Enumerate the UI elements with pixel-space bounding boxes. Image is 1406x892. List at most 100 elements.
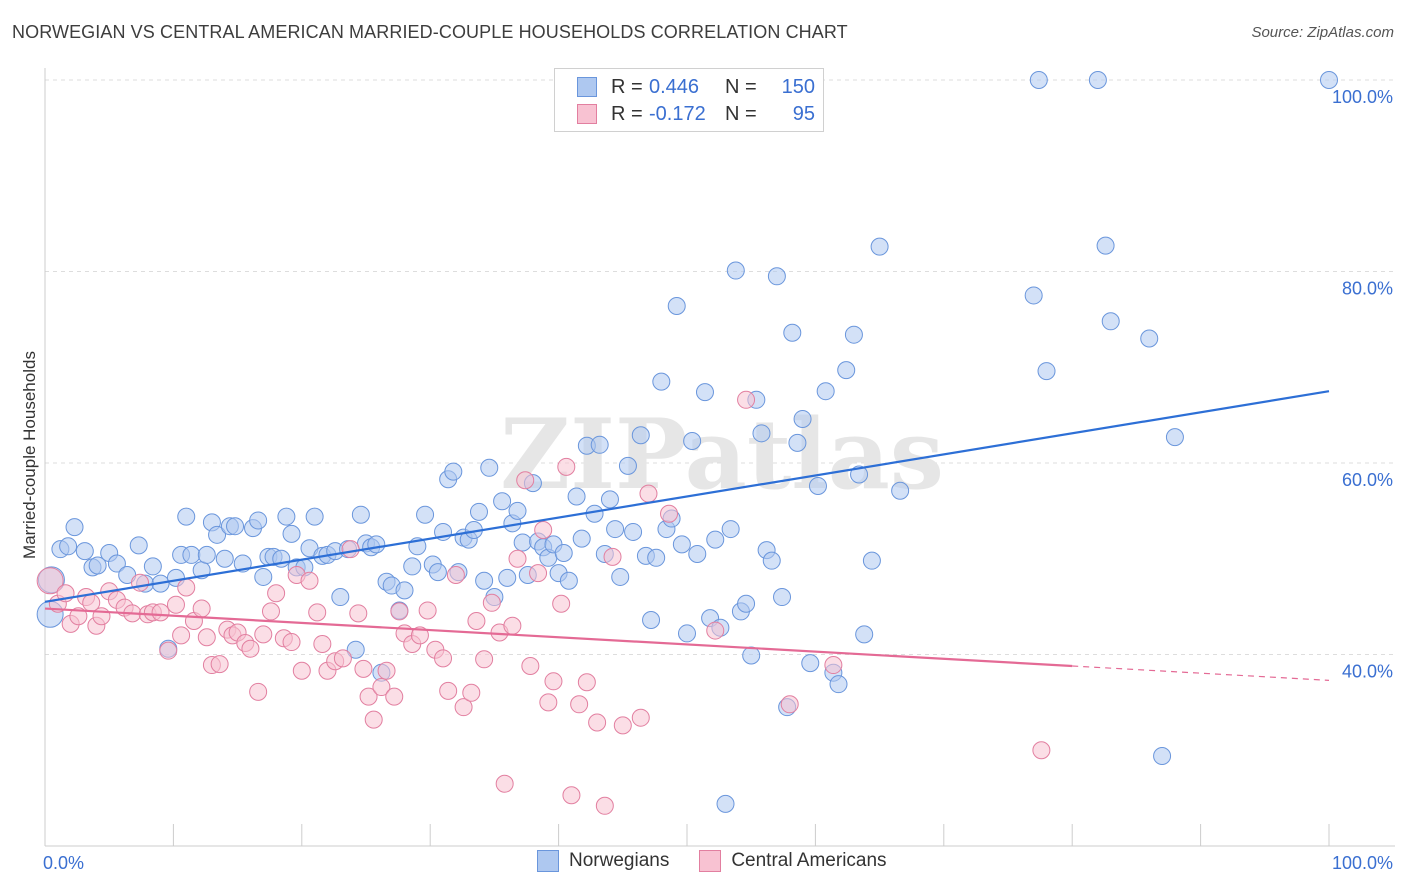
central-american-point-88 [660,504,679,523]
norwegian-point-54 [395,581,414,600]
central-american-points [36,390,1051,815]
legend-label-norwegians: Norwegians [569,850,670,871]
norwegian-points [36,71,1338,813]
norwegian-point-23 [208,525,227,544]
legend-swatch-norwegians [577,77,597,97]
central-american-point-16 [151,603,170,622]
central-american-trend-extension [1072,665,1330,681]
norwegian-point-3 [59,537,78,556]
legend-row-norwegians: R = 0.446 N = 150 [577,75,815,99]
central-american-point-90 [737,390,756,409]
central-american-point-84 [603,547,622,566]
norwegian-point-110 [706,530,725,549]
norwegian-point-5 [75,542,94,561]
axes [44,68,1395,847]
norwegian-point-132 [829,675,848,694]
central-american-point-56 [410,626,429,645]
central-american-point-93 [1032,741,1051,760]
norwegian-point-57 [416,505,435,524]
norwegian-point-135 [850,465,869,484]
central-american-point-39 [300,571,319,590]
central-american-point-17 [159,641,178,660]
central-american-point-44 [333,649,352,668]
norwegian-point-134 [844,325,863,344]
central-american-point-57 [418,601,437,620]
norwegian-point-9 [107,554,126,573]
central-american-point-79 [562,786,581,805]
central-american-point-64 [467,611,486,630]
central-american-point-30 [241,639,260,658]
central-american-point-62 [454,698,473,717]
norwegian-point-105 [678,624,696,643]
central-american-point-65 [475,650,494,669]
legend-swatch-norwegians [537,850,559,872]
norwegian-point-85 [567,487,586,506]
norwegian-point-141 [1029,71,1048,89]
norwegian-point-140 [1024,286,1043,305]
central-american-point-69 [503,616,522,635]
norwegian-point-72 [498,568,517,587]
norwegian-point-112 [716,794,735,813]
norwegian-point-133 [837,361,856,380]
central-american-point-81 [577,673,596,692]
norwegian-point-62 [444,462,463,481]
central-american-point-32 [254,625,273,644]
legend-swatch-central-americans [577,104,597,124]
norwegian-point-143 [1088,71,1107,89]
norwegian-point-91 [600,490,619,509]
y-tick-label-3: 40.0% [1342,662,1393,682]
norwegian-point-116 [737,594,756,613]
norwegian-point-43 [331,588,350,607]
norwegian-point-149 [1320,71,1338,89]
legend-swatch-central-americans [699,850,722,872]
norwegian-point-21 [197,545,216,564]
norwegian-point-34 [277,507,296,526]
norwegian-point-123 [773,588,792,607]
central-american-point-0 [36,567,64,595]
r-label: R = [611,75,643,98]
y-tick-label-2: 60.0% [1342,470,1393,490]
legend-row-central-americans: R = -0.172 N = 95 [577,102,815,126]
norwegian-point-107 [688,544,707,563]
y-tick-label-1: 80.0% [1342,279,1393,299]
central-american-point-48 [359,687,378,706]
norwegian-point-4 [65,518,84,537]
central-american-point-45 [341,540,360,559]
norwegian-point-103 [667,296,686,315]
trend-lines [44,390,1330,681]
central-american-trend-line [44,607,1073,668]
central-american-point-77 [552,594,571,613]
tick-labels: 100.0% 80.0% 60.0% 40.0% 0.0% 100.0% [43,87,1393,873]
y-axis-label: Married-couple Households [20,351,39,559]
legend-item-norwegians[interactable]: Norwegians [537,850,669,872]
norwegian-point-121 [762,551,781,570]
norwegian-point-100 [652,372,671,391]
norwegian-point-95 [624,522,643,541]
norwegian-point-49 [367,535,386,554]
norwegian-point-130 [816,382,835,401]
norwegian-point-92 [606,520,625,539]
norwegian-point-113 [721,520,740,539]
norwegian-point-126 [788,433,807,452]
series-legend: Norwegians Central Americans [537,850,917,872]
r-value: 0.446 [649,75,700,98]
norwegian-point-13 [143,557,162,576]
norwegian-point-39 [305,507,324,526]
central-american-point-47 [354,659,373,678]
norwegian-point-147 [1153,746,1172,765]
norwegian-point-35 [282,524,301,543]
central-american-point-18 [166,595,185,614]
norwegian-point-7 [88,556,107,575]
central-american-point-66 [482,593,501,612]
norwegian-point-29 [249,511,268,530]
norwegian-point-30 [254,567,273,586]
central-american-point-51 [377,661,396,680]
central-american-point-13 [131,573,150,592]
central-american-point-83 [595,796,614,815]
legend-item-central-americans[interactable]: Central Americans [699,850,887,872]
chart-title: NORWEGIAN VS CENTRAL AMERICAN MARRIED-CO… [12,22,848,42]
norwegian-point-136 [855,625,874,644]
norwegian-point-46 [351,505,370,524]
central-american-point-60 [439,681,458,700]
